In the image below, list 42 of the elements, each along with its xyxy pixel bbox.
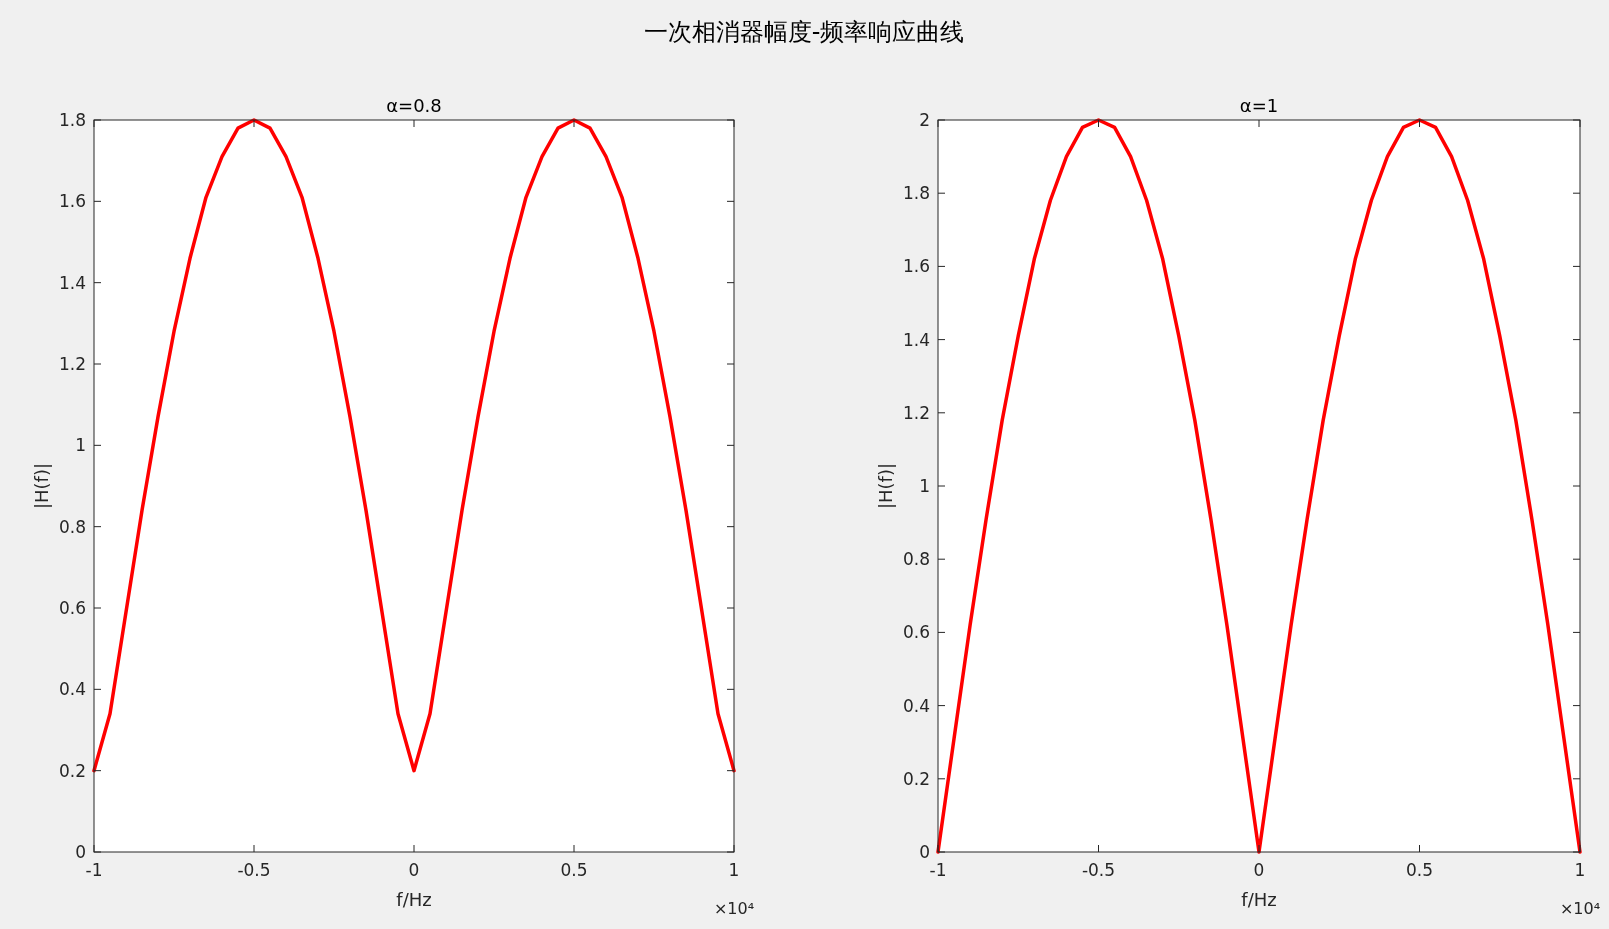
- y-tick-label: 1.2: [902, 402, 930, 423]
- x-tick-label: 0.5: [560, 860, 588, 880]
- y-tick-label: 1.4: [902, 329, 930, 350]
- y-tick-label: 0.2: [58, 760, 86, 781]
- line-series: [936, 118, 1582, 854]
- y-tick-label: 0.4: [58, 679, 86, 700]
- y-tick-label: 0.8: [58, 516, 86, 537]
- x-tick-label: -0.5: [237, 860, 271, 880]
- y-axis-title: |H(f)|: [31, 462, 52, 510]
- y-tick-label: 1.4: [58, 272, 86, 293]
- text: ×10⁴: [713, 899, 755, 918]
- text: ×10⁴: [1559, 899, 1601, 918]
- y-tick-label: 1.8: [58, 110, 86, 130]
- y-tick-label: 1.2: [58, 354, 86, 374]
- y-tick-label: 1.6: [58, 191, 86, 212]
- y-tick-label: 1.8: [902, 183, 930, 204]
- x-tick-label: 0: [408, 860, 420, 880]
- chart-title: α=1: [1239, 95, 1279, 116]
- x-tick-label: -1: [85, 860, 103, 880]
- y-tick-label: 1.6: [902, 256, 930, 277]
- x-axis-title: f/Hz: [1241, 889, 1277, 910]
- y-tick-label: 0.6: [902, 622, 930, 643]
- y-axis-title: |H(f)|: [875, 462, 896, 510]
- text: 一次相消器幅度-频率响应曲线: [643, 18, 965, 46]
- y-tick-label: 0.4: [902, 695, 930, 716]
- x-tick-label: 0.5: [1405, 860, 1434, 880]
- y-tick-label: 0.2: [902, 768, 930, 789]
- x-tick-label: -1: [929, 860, 947, 880]
- line-series: [92, 118, 736, 773]
- y-tick-label: 0: [919, 842, 930, 862]
- x-tick-label: 1: [1574, 860, 1586, 880]
- x-tick-label: 0: [1253, 860, 1265, 880]
- chart-title: α=0.8: [386, 95, 442, 116]
- y-tick-label: 1: [75, 435, 86, 456]
- x-tick-label: -0.5: [1081, 860, 1116, 880]
- x-axis-title: f/Hz: [396, 889, 432, 910]
- x-tick-label: 1: [728, 860, 740, 880]
- y-tick-label: 0: [75, 842, 86, 862]
- y-tick-label: 0.6: [58, 598, 86, 618]
- y-tick-label: 0.8: [902, 549, 930, 570]
- y-tick-label: 2: [919, 110, 930, 130]
- y-tick-label: 1: [919, 476, 930, 496]
